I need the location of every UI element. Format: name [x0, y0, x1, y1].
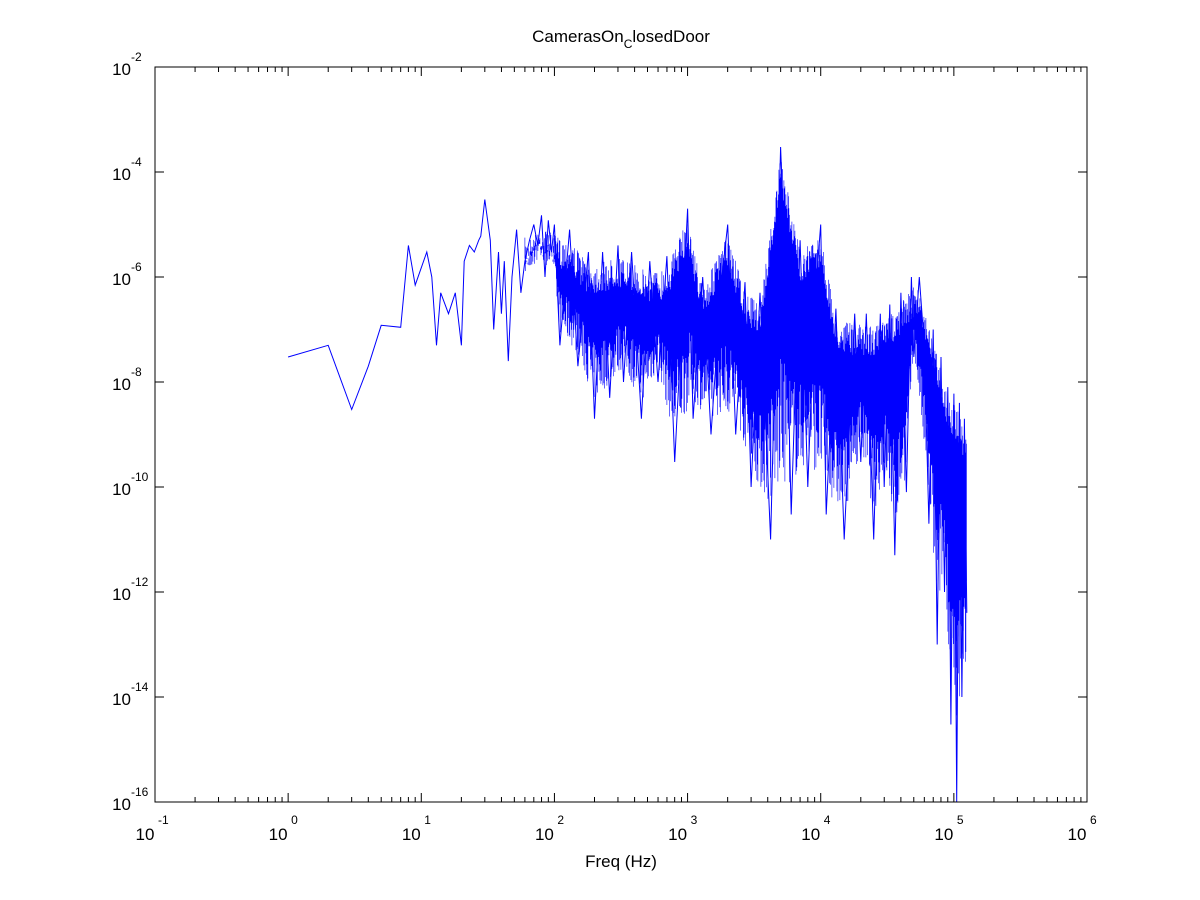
- x-axis-label: Freq (Hz): [585, 852, 657, 871]
- y-tick-label: 10: [112, 60, 131, 79]
- y-tick-label: 10: [112, 690, 131, 709]
- x-tick-label: 10: [1068, 825, 1087, 844]
- x-tick-exponent: 2: [557, 813, 564, 827]
- chart-title: CamerasOnClosedDoor: [532, 27, 710, 51]
- x-tick-exponent: -1: [158, 813, 169, 827]
- y-tick-label: 10: [112, 165, 131, 184]
- series-spikes: [524, 162, 967, 716]
- y-tick-exponent: -6: [131, 260, 142, 274]
- y-tick-label: 10: [112, 795, 131, 814]
- x-tick-exponent: 4: [824, 813, 831, 827]
- x-tick-exponent: 1: [424, 813, 431, 827]
- y-tick-exponent: -16: [131, 785, 149, 799]
- y-tick-exponent: -12: [131, 575, 149, 589]
- x-tick-exponent: 6: [1090, 813, 1097, 827]
- y-tick-label: 10: [112, 480, 131, 499]
- series-texture: [524, 162, 967, 716]
- plot-frame: [154, 66, 1088, 803]
- y-tick-exponent: -10: [131, 470, 149, 484]
- x-tick-label: 10: [269, 825, 288, 844]
- y-tick-exponent: -14: [131, 680, 149, 694]
- x-tick-label: 10: [535, 825, 554, 844]
- y-tick-exponent: -4: [131, 155, 142, 169]
- x-tick-label: 10: [668, 825, 687, 844]
- y-tick-label: 10: [112, 375, 131, 394]
- y-tick-exponent: -2: [131, 50, 142, 64]
- x-tick-exponent: 3: [691, 813, 698, 827]
- x-tick-exponent: 0: [291, 813, 298, 827]
- x-tick-label: 10: [136, 825, 155, 844]
- chart-title-subscript: C: [624, 37, 633, 51]
- y-tick-label: 10: [112, 270, 131, 289]
- chart-title-rest: losedDoor: [632, 27, 710, 46]
- series-line: [287, 146, 968, 803]
- x-tick-label: 10: [934, 825, 953, 844]
- x-tick-label: 10: [402, 825, 421, 844]
- y-tick-label: 10: [112, 585, 131, 604]
- x-tick-exponent: 5: [957, 813, 964, 827]
- minor-ticks: [194, 67, 1082, 802]
- chart-title-main: CamerasOn: [532, 27, 624, 46]
- y-tick-exponent: -8: [131, 365, 142, 379]
- x-tick-label: 10: [801, 825, 820, 844]
